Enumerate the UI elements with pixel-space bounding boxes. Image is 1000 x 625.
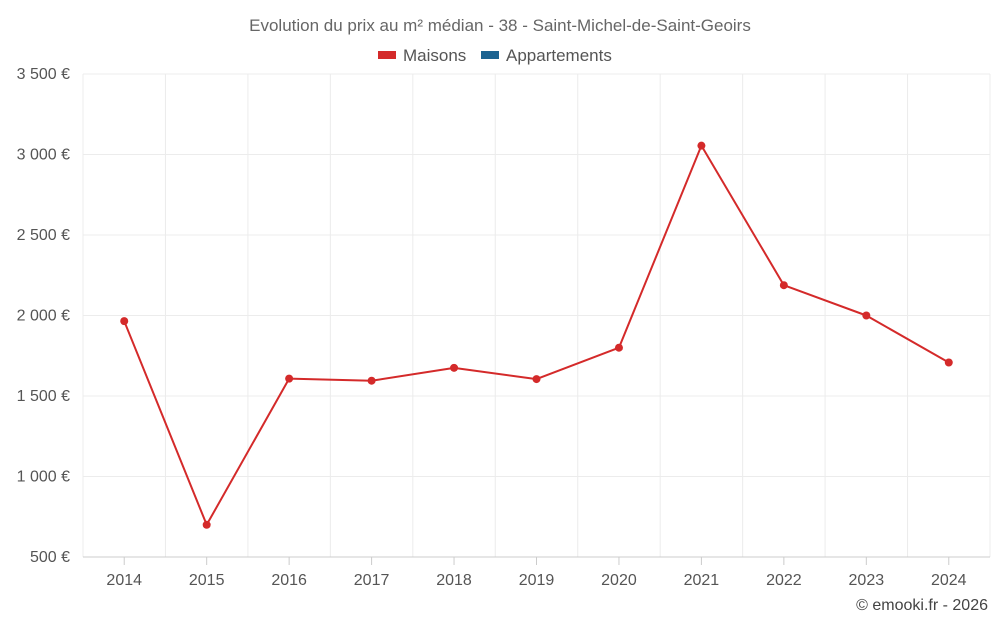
data-point[interactable] xyxy=(202,520,211,529)
data-point[interactable] xyxy=(944,358,953,367)
grid xyxy=(82,73,991,557)
data-point[interactable] xyxy=(285,374,294,383)
data-point[interactable] xyxy=(697,141,706,150)
x-axis-ticks: 2014 2015 2016 2017 2018 2019 2020 2021 2022 2023… xyxy=(106,557,967,589)
y-tick-label: 1 500 € xyxy=(17,388,70,405)
legend: Maisons Appartements xyxy=(378,46,612,65)
x-tick-label: 2014 xyxy=(106,572,142,589)
series-maisons xyxy=(120,141,953,529)
y-tick-label: 1 000 € xyxy=(17,469,70,486)
data-point[interactable] xyxy=(779,281,788,290)
legend-item-appartements[interactable]: Appartements xyxy=(481,46,612,65)
x-tick-label: 2018 xyxy=(436,572,472,589)
data-point[interactable] xyxy=(367,376,376,385)
x-tick-label: 2019 xyxy=(519,572,555,589)
y-tick-label: 3 500 € xyxy=(17,66,70,83)
data-point[interactable] xyxy=(450,363,459,372)
legend-item-maisons[interactable]: Maisons xyxy=(378,46,466,65)
credit-text[interactable]: © emooki.fr - 2026 xyxy=(856,597,988,614)
data-point[interactable] xyxy=(614,343,623,352)
y-tick-label: 500 € xyxy=(30,549,70,566)
x-tick-label: 2016 xyxy=(271,572,307,589)
y-tick-label: 2 500 € xyxy=(17,227,70,244)
x-tick-label: 2020 xyxy=(601,572,637,589)
x-tick-label: 2021 xyxy=(684,572,720,589)
x-tick-label: 2017 xyxy=(354,572,390,589)
data-point[interactable] xyxy=(862,311,871,320)
chart-title: Evolution du prix au m² médian - 38 - Sa… xyxy=(249,16,751,35)
x-tick-label: 2023 xyxy=(849,572,885,589)
data-point[interactable] xyxy=(120,317,129,326)
x-tick-label: 2022 xyxy=(766,572,802,589)
y-axis-ticks: 500 € 1 000 € 1 500 € 2 000 € 2 500 € 3 000 €… xyxy=(17,66,70,566)
legend-label-maisons: Maisons xyxy=(403,46,466,65)
x-tick-label: 2024 xyxy=(931,572,967,589)
legend-label-appartements: Appartements xyxy=(506,46,612,65)
y-tick-label: 2 000 € xyxy=(17,308,70,325)
legend-swatch-appartements xyxy=(481,51,499,59)
legend-swatch-maisons xyxy=(378,51,396,59)
data-point[interactable] xyxy=(532,375,541,384)
x-tick-label: 2015 xyxy=(189,572,225,589)
y-tick-label: 3 000 € xyxy=(17,147,70,164)
